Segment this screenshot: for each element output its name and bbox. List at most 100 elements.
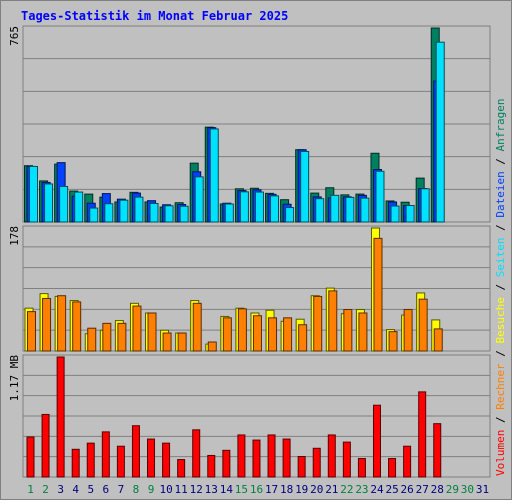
bar-seiten-day-15 xyxy=(239,191,249,223)
bar-seiten-day-22 xyxy=(345,196,355,223)
x-tick-label: 19 xyxy=(295,483,308,496)
bar-volumen-day-19 xyxy=(297,455,306,478)
x-tick-label: 15 xyxy=(235,483,248,496)
bar-volumen-day-1 xyxy=(26,436,35,478)
bar-volumen-day-15 xyxy=(237,434,246,478)
x-tick-label: 26 xyxy=(401,483,414,496)
x-tick-label: 16 xyxy=(250,483,263,496)
legend-besuche: Besuche xyxy=(494,297,507,343)
bar-volumen-day-26 xyxy=(403,445,412,478)
bar-rechner-day-8 xyxy=(132,305,142,352)
bar-seiten-day-19 xyxy=(300,151,310,223)
bar-volumen-day-14 xyxy=(222,449,231,478)
bar-rechner-day-3 xyxy=(57,295,67,352)
bar-rechner-day-12 xyxy=(192,302,202,352)
bar-seiten-day-25 xyxy=(390,205,400,223)
bar-rechner-day-23 xyxy=(358,312,368,352)
bar-volumen-day-4 xyxy=(71,448,80,478)
bar-volumen-day-6 xyxy=(101,431,110,478)
bar-volumen-day-2 xyxy=(41,413,50,478)
bar-volumen-day-10 xyxy=(162,442,171,478)
bar-volumen-day-7 xyxy=(116,445,125,478)
x-tick-label: 7 xyxy=(118,483,125,496)
panel-bottom: 1.17 MB xyxy=(8,354,491,478)
x-tick-label: 14 xyxy=(220,483,234,496)
bar-rechner-day-20 xyxy=(313,295,323,352)
bar-volumen-day-27 xyxy=(418,391,427,478)
bar-seiten-day-4 xyxy=(74,191,84,223)
x-tick-label: 21 xyxy=(325,483,338,496)
x-tick-label: 18 xyxy=(280,483,293,496)
bar-rechner-day-4 xyxy=(72,301,82,352)
bar-seiten-day-7 xyxy=(119,199,129,223)
x-tick-label: 25 xyxy=(385,483,398,496)
bar-rechner-day-17 xyxy=(268,317,278,352)
bar-seiten-day-3 xyxy=(59,185,69,223)
bar-volumen-day-12 xyxy=(192,429,201,478)
bar-volumen-day-25 xyxy=(388,458,397,478)
x-tick-label: 30 xyxy=(461,483,474,496)
bar-seiten-day-17 xyxy=(270,195,280,223)
x-tick-label: 6 xyxy=(103,483,110,496)
x-tick-label: 1 xyxy=(27,483,34,496)
bar-rechner-day-14 xyxy=(222,317,232,352)
bar-seiten-day-6 xyxy=(104,203,114,223)
bar-volumen-day-13 xyxy=(207,454,216,478)
x-tick-label: 12 xyxy=(190,483,203,496)
bar-volumen-day-18 xyxy=(282,438,291,478)
bar-volumen-day-16 xyxy=(252,439,261,478)
bar-rechner-day-22 xyxy=(343,309,353,352)
bar-rechner-day-11 xyxy=(177,332,187,352)
x-tick-label: 24 xyxy=(370,483,384,496)
bar-rechner-day-1 xyxy=(27,311,36,352)
bar-rechner-day-19 xyxy=(298,324,308,352)
bar-volumen-day-17 xyxy=(267,434,276,478)
bar-volumen-day-20 xyxy=(312,447,321,478)
bar-seiten-day-2 xyxy=(44,183,54,223)
x-tick-label: 23 xyxy=(355,483,368,496)
x-tick-label: 8 xyxy=(133,483,140,496)
bar-seiten-day-9 xyxy=(149,202,159,223)
bar-seiten-day-23 xyxy=(360,197,370,223)
bar-seiten-day-8 xyxy=(134,196,144,223)
chart-title: Tages-Statistik im Monat Februar 2025 xyxy=(21,9,288,23)
bar-volumen-day-9 xyxy=(147,438,156,478)
x-tick-label: 20 xyxy=(310,483,323,496)
legend-separator: / xyxy=(494,151,507,171)
bar-rechner-day-2 xyxy=(42,297,52,352)
bar-volumen-day-21 xyxy=(327,434,336,478)
bar-rechner-day-21 xyxy=(328,290,338,352)
bar-seiten-day-24 xyxy=(375,170,385,223)
legend-rechner: Rechner xyxy=(494,363,507,410)
bar-volumen-day-23 xyxy=(357,458,366,478)
bar-rechner-day-5 xyxy=(87,327,97,352)
bar-rechner-day-15 xyxy=(237,308,247,352)
bar-volumen-day-22 xyxy=(342,441,351,478)
bar-seiten-day-27 xyxy=(420,188,430,223)
bar-volumen-day-3 xyxy=(56,356,65,478)
legend-separator: / xyxy=(494,218,507,238)
bar-volumen-day-5 xyxy=(86,442,95,478)
x-tick-label: 29 xyxy=(446,483,459,496)
bar-rechner-day-18 xyxy=(283,317,293,352)
bar-seiten-day-18 xyxy=(285,207,295,223)
bar-volumen-day-24 xyxy=(372,404,381,478)
y-max-label: 765 xyxy=(8,26,21,46)
panel-top: 765 xyxy=(8,25,491,223)
bar-rechner-day-10 xyxy=(162,332,172,352)
bar-seiten-day-5 xyxy=(89,207,99,223)
bar-rechner-day-13 xyxy=(207,341,217,352)
x-tick-label: 28 xyxy=(431,483,444,496)
x-tick-label: 4 xyxy=(72,483,79,496)
bar-rechner-day-6 xyxy=(102,322,112,352)
bar-rechner-day-7 xyxy=(117,322,127,352)
bar-volumen-day-28 xyxy=(433,423,442,478)
legend-separator: / xyxy=(494,344,507,364)
x-tick-label: 22 xyxy=(340,483,353,496)
bar-seiten-day-13 xyxy=(209,128,219,223)
bar-seiten-day-1 xyxy=(29,165,38,223)
bar-rechner-day-26 xyxy=(403,309,413,352)
x-tick-label: 10 xyxy=(159,483,172,496)
x-tick-label: 2 xyxy=(42,483,49,496)
